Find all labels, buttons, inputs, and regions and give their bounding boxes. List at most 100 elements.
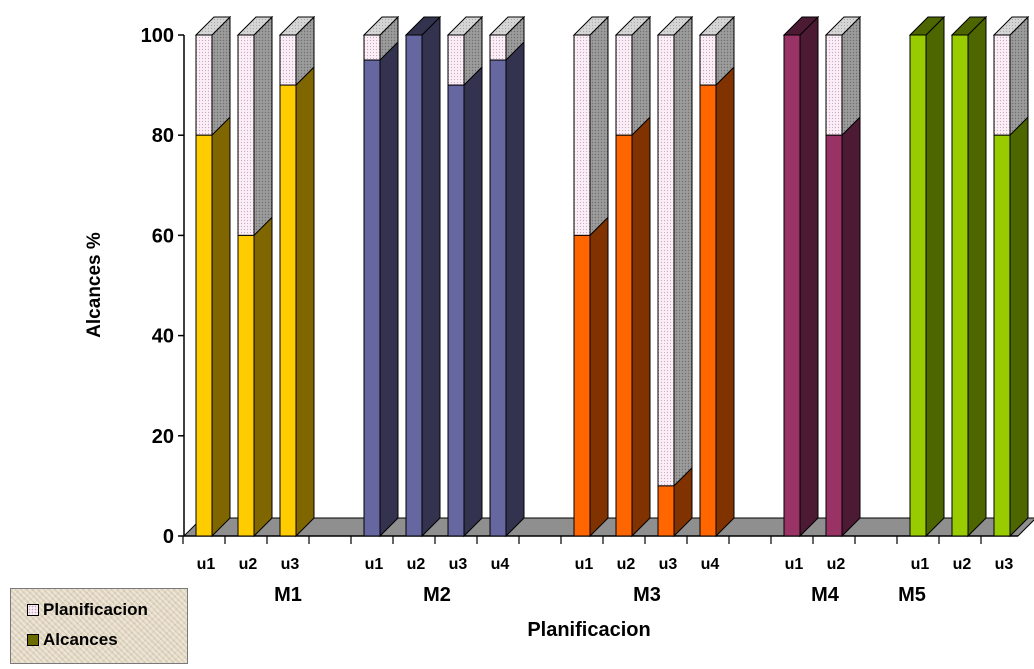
bar-top bbox=[782, 16, 820, 36]
x-tick-label: u2 bbox=[953, 556, 972, 573]
bar-side-alcances bbox=[505, 40, 525, 538]
x-tick-label: u2 bbox=[827, 556, 846, 573]
bar bbox=[488, 15, 526, 538]
bar bbox=[782, 15, 820, 538]
legend-label-planificacion: Planificacion bbox=[43, 600, 148, 619]
bar-side-alcances bbox=[589, 216, 609, 538]
bar-side-alcances bbox=[673, 466, 693, 538]
bar-segment-planificacion bbox=[237, 34, 255, 236]
bar-side-planificacion bbox=[841, 15, 861, 137]
bar-side-alcances bbox=[715, 65, 735, 538]
bar-segment-alcances bbox=[489, 59, 507, 537]
bar-segment-alcances bbox=[825, 134, 843, 537]
bar bbox=[362, 15, 400, 538]
bar-top bbox=[404, 16, 442, 36]
bar bbox=[698, 15, 736, 538]
y-tick-label: 100 bbox=[141, 25, 174, 47]
bar bbox=[194, 15, 232, 538]
bar bbox=[614, 15, 652, 538]
x-tick-label: u2 bbox=[407, 556, 426, 573]
x-tick-label: u4 bbox=[491, 556, 510, 573]
x-tick-label: u1 bbox=[785, 556, 804, 573]
bar-top bbox=[488, 16, 526, 36]
bar-segment-alcances bbox=[951, 34, 969, 537]
bar bbox=[278, 15, 316, 538]
y-tick-label: 0 bbox=[163, 526, 174, 548]
y-axis: 0 20 40 60 80 100 bbox=[141, 25, 185, 548]
bar-top bbox=[572, 16, 610, 36]
bar-segment-planificacion bbox=[489, 34, 507, 61]
bar-segment-planificacion bbox=[825, 34, 843, 136]
legend: Planificacion Alcances bbox=[10, 588, 188, 664]
bar bbox=[404, 15, 442, 538]
bar-top bbox=[278, 16, 316, 36]
y-tick-label: 40 bbox=[152, 326, 174, 348]
bar-top bbox=[362, 16, 400, 36]
bar-side-alcances bbox=[841, 115, 861, 538]
bar-side-alcances bbox=[295, 65, 315, 538]
bar-segment-alcances bbox=[279, 84, 297, 537]
bar-side-alcances bbox=[421, 15, 441, 538]
bar-side-planificacion bbox=[253, 15, 273, 237]
bar-segment-alcances bbox=[195, 134, 213, 537]
bar-side-alcances bbox=[253, 216, 273, 538]
y-tick-label: 60 bbox=[152, 225, 174, 247]
bar-top bbox=[194, 16, 232, 36]
bar-side-alcances bbox=[799, 15, 819, 538]
bar-top bbox=[236, 16, 274, 36]
bar-segment-planificacion bbox=[657, 34, 675, 487]
bar bbox=[572, 15, 610, 538]
legend-swatch-alcances bbox=[27, 634, 39, 646]
bar-segment-planificacion bbox=[195, 34, 213, 136]
bar bbox=[656, 15, 694, 538]
legend-swatch-planificacion bbox=[27, 604, 39, 616]
x-tick-label: u2 bbox=[617, 556, 636, 573]
bar-segment-alcances bbox=[573, 234, 591, 537]
bar bbox=[992, 15, 1030, 538]
x-axis: u1 u2 u3 M1 u1 u2 u3 u4 M2 u1 u2 u3 u4 M3 u1 u2 M4 u1 u2 u3… bbox=[182, 536, 1014, 606]
bars bbox=[194, 15, 1030, 538]
bar-side-alcances bbox=[463, 65, 483, 538]
x-tick-label: u4 bbox=[701, 556, 720, 573]
bar-segment-alcances bbox=[993, 134, 1011, 537]
x-tick-label: u1 bbox=[365, 556, 384, 573]
group-label: M3 bbox=[633, 584, 661, 606]
x-axis-title: Planificacion bbox=[527, 619, 650, 641]
bar bbox=[908, 15, 946, 538]
bar-side-planificacion bbox=[211, 15, 231, 137]
bar bbox=[950, 15, 988, 538]
bar-top bbox=[950, 16, 988, 36]
x-tick-label: u1 bbox=[911, 556, 930, 573]
bar-segment-alcances bbox=[237, 234, 255, 537]
bar-segment-planificacion bbox=[573, 34, 591, 236]
bar-top bbox=[614, 16, 652, 36]
x-tick-label: u1 bbox=[575, 556, 594, 573]
x-tick-label: u3 bbox=[995, 556, 1014, 573]
y-tick-label: 80 bbox=[152, 125, 174, 147]
x-tick-label: u3 bbox=[659, 556, 678, 573]
y-tick-label: 20 bbox=[152, 426, 174, 448]
bar-side-alcances bbox=[379, 40, 399, 538]
bar-segment-alcances bbox=[699, 84, 717, 537]
bar bbox=[824, 15, 862, 538]
group-label: M1 bbox=[274, 584, 302, 606]
bar-segment-planificacion bbox=[363, 34, 381, 61]
bar-top bbox=[698, 16, 736, 36]
bar-segment-alcances bbox=[363, 59, 381, 537]
y-axis-title: Alcances % bbox=[84, 232, 105, 338]
bar-side-planificacion bbox=[589, 15, 609, 237]
bar-side-alcances bbox=[1009, 115, 1029, 538]
group-label: M5 bbox=[898, 584, 926, 606]
bar-segment-planificacion bbox=[699, 34, 717, 86]
group-label: M4 bbox=[811, 584, 840, 606]
bar-top bbox=[992, 16, 1030, 36]
bar-segment-alcances bbox=[615, 134, 633, 537]
bar-top bbox=[656, 16, 694, 36]
bar bbox=[446, 15, 484, 538]
bar bbox=[236, 15, 274, 538]
bar-top bbox=[824, 16, 862, 36]
group-label: M2 bbox=[423, 584, 451, 606]
legend-item-alcances: Alcances bbox=[27, 625, 187, 655]
bar-top bbox=[908, 16, 946, 36]
